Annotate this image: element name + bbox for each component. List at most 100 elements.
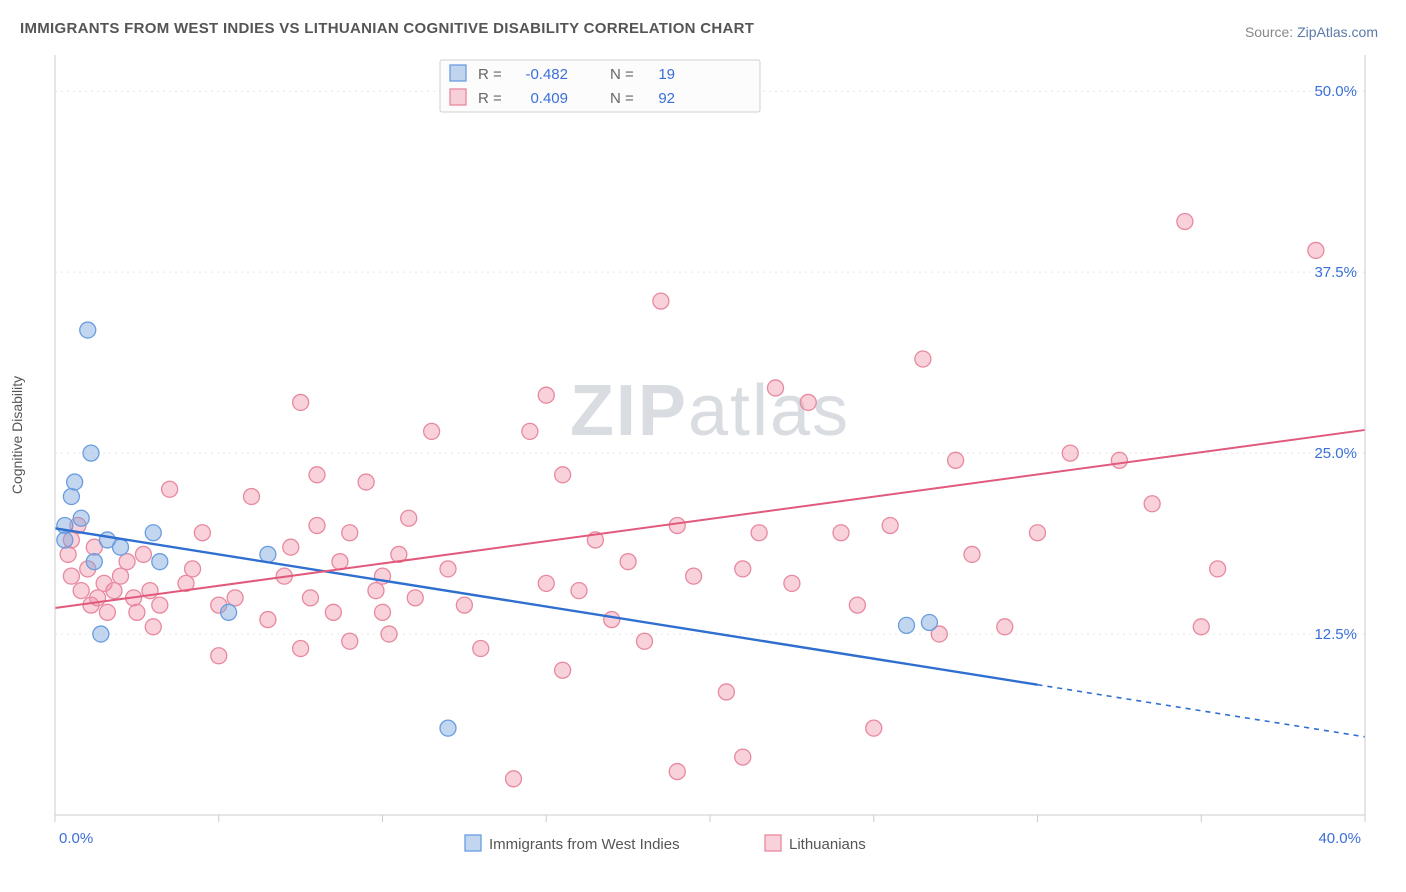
x-tick-label: 0.0%	[59, 830, 93, 847]
data-point	[162, 481, 178, 497]
y-tick-label: 12.5%	[1314, 626, 1357, 643]
data-point	[669, 517, 685, 533]
data-point	[86, 554, 102, 570]
data-point	[244, 489, 260, 505]
data-point	[113, 539, 129, 555]
data-point	[293, 394, 309, 410]
legend-n-value: 92	[658, 90, 675, 107]
data-point	[768, 380, 784, 396]
legend-r-value: 0.409	[530, 90, 568, 107]
data-point	[293, 641, 309, 657]
data-point	[106, 583, 122, 599]
data-point	[119, 554, 135, 570]
data-point	[637, 633, 653, 649]
data-point	[686, 568, 702, 584]
data-point	[1308, 242, 1324, 258]
y-tick-label: 25.0%	[1314, 445, 1357, 462]
data-point	[80, 322, 96, 338]
data-point	[73, 510, 89, 526]
data-point	[735, 561, 751, 577]
data-point	[63, 568, 79, 584]
data-point	[669, 764, 685, 780]
y-tick-label: 37.5%	[1314, 264, 1357, 281]
data-point	[784, 575, 800, 591]
data-point	[309, 467, 325, 483]
data-point	[60, 546, 76, 562]
data-point	[260, 546, 276, 562]
data-point	[440, 561, 456, 577]
data-point	[381, 626, 397, 642]
x-tick-label: 40.0%	[1318, 830, 1361, 847]
data-point	[260, 612, 276, 628]
data-point	[401, 510, 417, 526]
data-point	[751, 525, 767, 541]
data-point	[948, 452, 964, 468]
legend-r-label: R =	[478, 90, 502, 107]
data-point	[866, 720, 882, 736]
data-point	[185, 561, 201, 577]
data-point	[73, 583, 89, 599]
data-point	[145, 525, 161, 541]
data-point	[302, 590, 318, 606]
data-point	[145, 619, 161, 635]
data-point	[152, 554, 168, 570]
data-point	[325, 604, 341, 620]
legend-n-label: N =	[610, 66, 634, 83]
legend-swatch	[450, 89, 466, 105]
data-point	[604, 612, 620, 628]
data-point	[506, 771, 522, 787]
data-point	[921, 614, 937, 630]
data-point	[63, 489, 79, 505]
data-point	[332, 554, 348, 570]
data-point	[571, 583, 587, 599]
data-point	[221, 604, 237, 620]
legend-n-value: 19	[658, 66, 675, 83]
data-point	[83, 445, 99, 461]
data-point	[211, 648, 227, 664]
data-point	[997, 619, 1013, 635]
data-point	[1144, 496, 1160, 512]
data-point	[424, 423, 440, 439]
data-point	[342, 633, 358, 649]
data-point	[440, 720, 456, 736]
data-point	[358, 474, 374, 490]
data-point	[1177, 213, 1193, 229]
legend-series-label: Lithuanians	[789, 836, 866, 853]
data-point	[718, 684, 734, 700]
data-point	[800, 394, 816, 410]
data-point	[368, 583, 384, 599]
data-point	[342, 525, 358, 541]
data-point	[882, 517, 898, 533]
data-point	[1193, 619, 1209, 635]
data-point	[555, 467, 571, 483]
data-point	[57, 532, 73, 548]
legend-swatch	[450, 65, 466, 81]
data-point	[964, 546, 980, 562]
legend-swatch	[465, 835, 481, 851]
data-point	[1111, 452, 1127, 468]
legend-r-value: -0.482	[525, 66, 568, 83]
data-point	[653, 293, 669, 309]
data-point	[522, 423, 538, 439]
data-point	[538, 387, 554, 403]
data-point	[833, 525, 849, 541]
data-point	[620, 554, 636, 570]
data-point	[93, 626, 109, 642]
data-point	[456, 597, 472, 613]
data-point	[113, 568, 129, 584]
data-point	[67, 474, 83, 490]
data-point	[538, 575, 554, 591]
data-point	[99, 604, 115, 620]
legend-swatch	[765, 835, 781, 851]
data-point	[283, 539, 299, 555]
legend-series-label: Immigrants from West Indies	[489, 836, 680, 853]
data-point	[309, 517, 325, 533]
data-point	[473, 641, 489, 657]
data-point	[899, 617, 915, 633]
y-tick-label: 50.0%	[1314, 83, 1357, 100]
data-point	[227, 590, 243, 606]
data-point	[849, 597, 865, 613]
data-point	[135, 546, 151, 562]
data-point	[194, 525, 210, 541]
data-point	[1210, 561, 1226, 577]
